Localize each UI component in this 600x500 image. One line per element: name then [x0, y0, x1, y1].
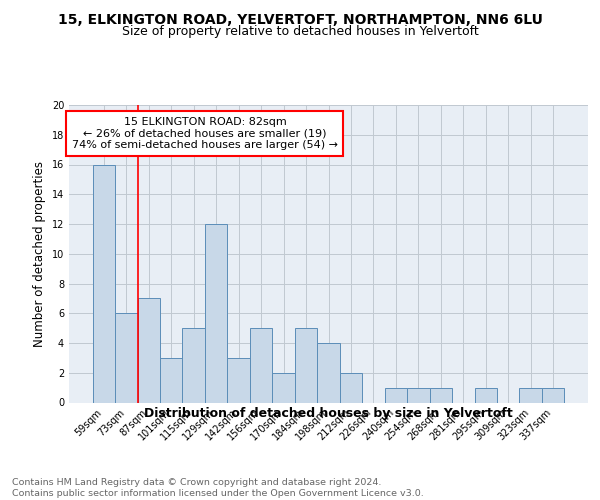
- Bar: [227, 358, 250, 403]
- Y-axis label: Number of detached properties: Number of detached properties: [33, 161, 46, 347]
- Text: 15 ELKINGTON ROAD: 82sqm
← 26% of detached houses are smaller (19)
74% of semi-d: 15 ELKINGTON ROAD: 82sqm ← 26% of detach…: [72, 117, 338, 150]
- Bar: [520, 388, 542, 402]
- Bar: [182, 328, 205, 402]
- Bar: [115, 313, 137, 402]
- Bar: [137, 298, 160, 403]
- Text: Distribution of detached houses by size in Yelvertoft: Distribution of detached houses by size …: [145, 408, 513, 420]
- Bar: [272, 373, 295, 402]
- Text: 15, ELKINGTON ROAD, YELVERTOFT, NORTHAMPTON, NN6 6LU: 15, ELKINGTON ROAD, YELVERTOFT, NORTHAMP…: [58, 12, 542, 26]
- Bar: [250, 328, 272, 402]
- Bar: [160, 358, 182, 403]
- Bar: [317, 343, 340, 402]
- Bar: [407, 388, 430, 402]
- Bar: [92, 164, 115, 402]
- Bar: [385, 388, 407, 402]
- Text: Size of property relative to detached houses in Yelvertoft: Size of property relative to detached ho…: [122, 25, 478, 38]
- Text: Contains HM Land Registry data © Crown copyright and database right 2024.
Contai: Contains HM Land Registry data © Crown c…: [12, 478, 424, 498]
- Bar: [430, 388, 452, 402]
- Bar: [542, 388, 565, 402]
- Bar: [205, 224, 227, 402]
- Bar: [475, 388, 497, 402]
- Bar: [340, 373, 362, 402]
- Bar: [295, 328, 317, 402]
